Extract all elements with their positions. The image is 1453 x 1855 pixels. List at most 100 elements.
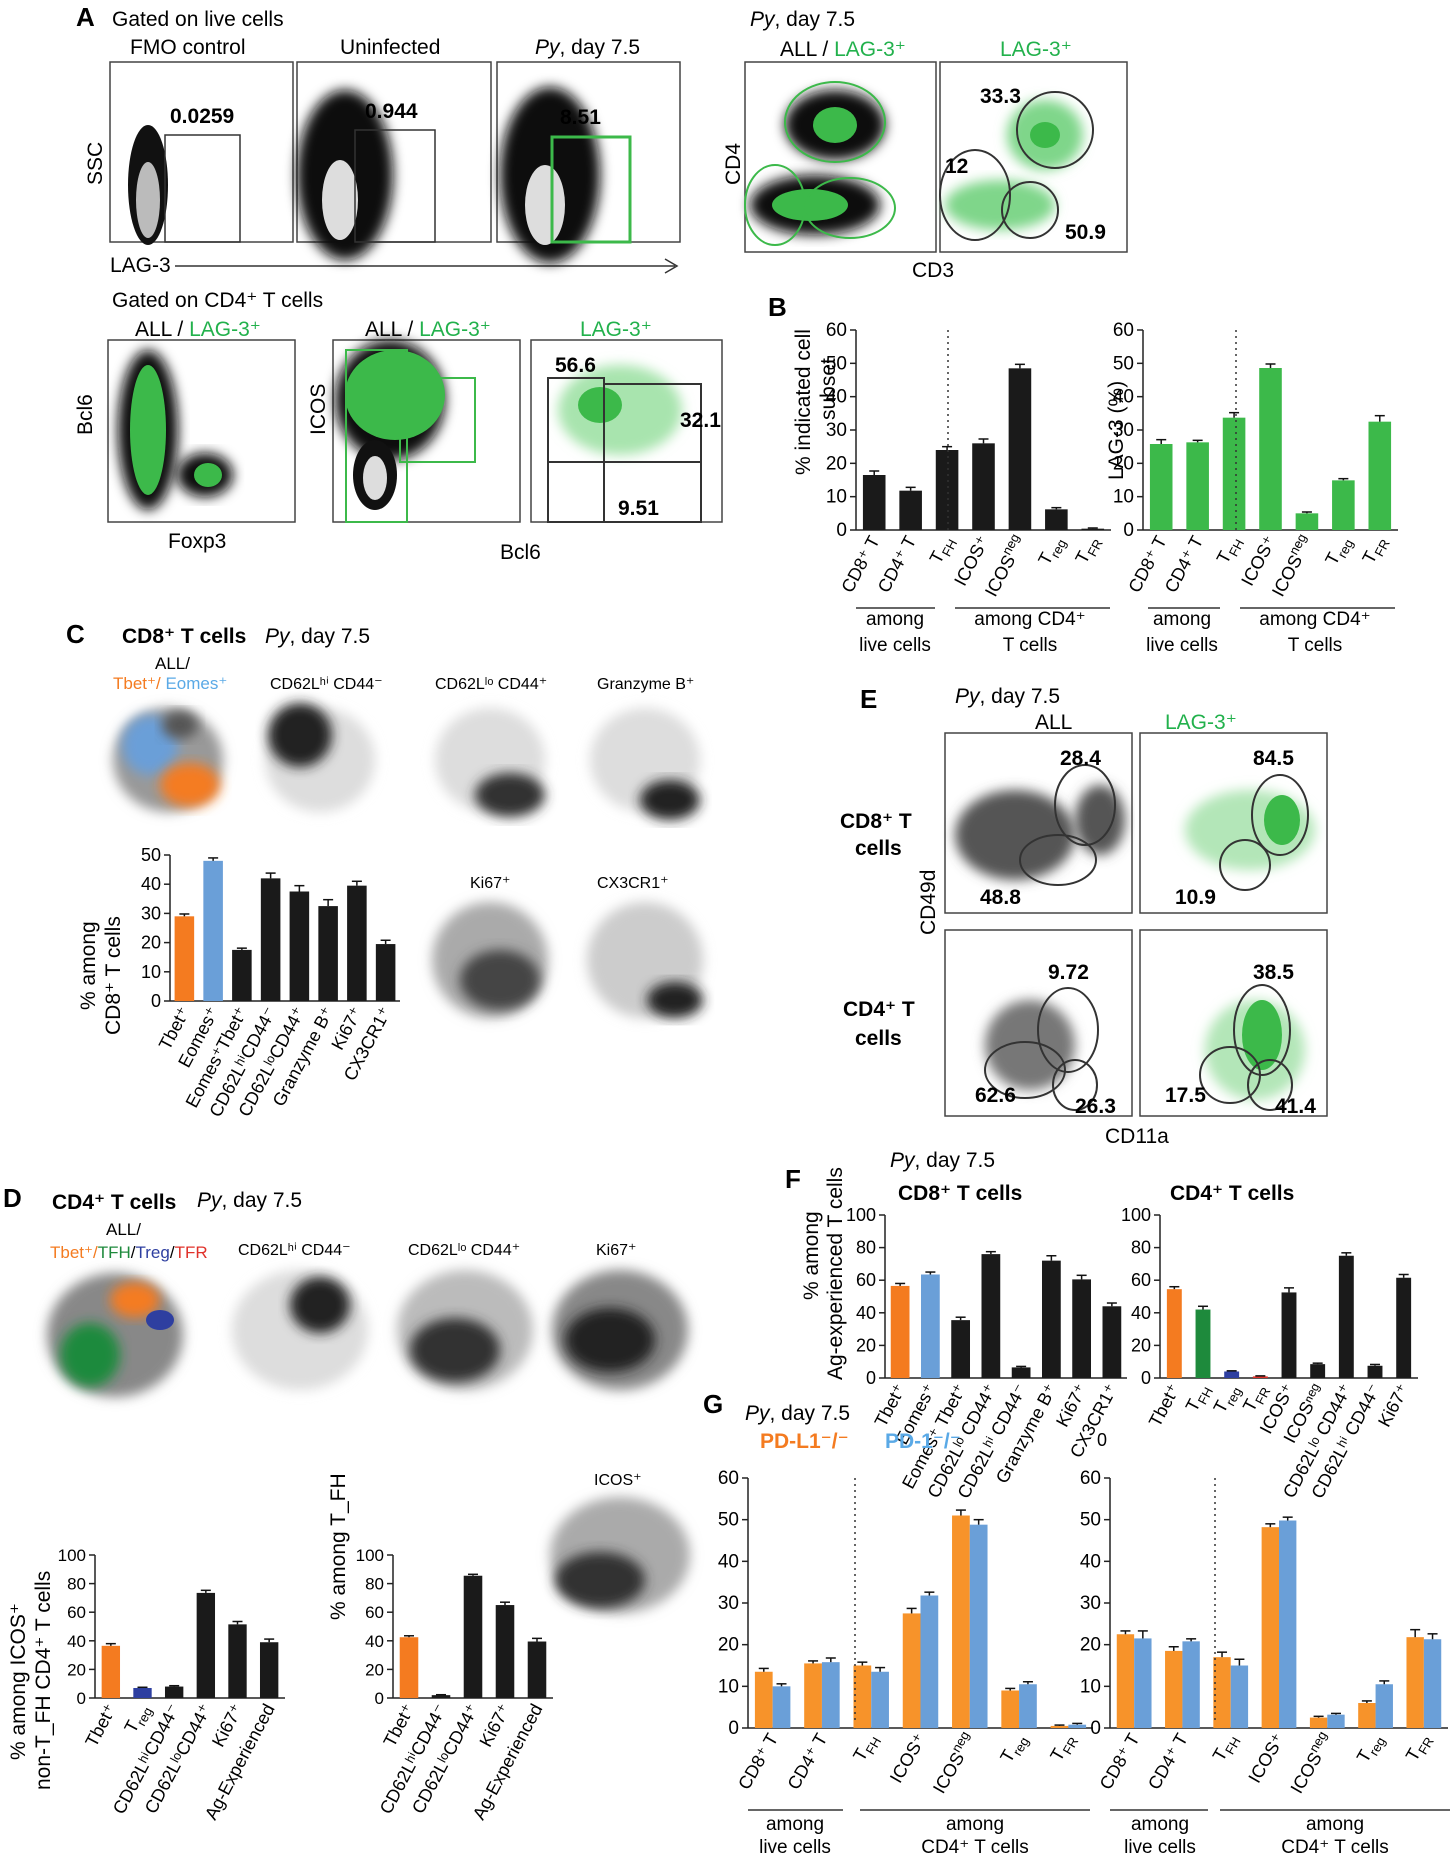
panel-letter-a: A — [76, 2, 95, 32]
g-right-bar — [1116, 1634, 1135, 1728]
c-ytick-label: 50 — [141, 845, 161, 865]
icos-value-1: 56.6 — [555, 354, 596, 377]
panel-d-ylabel1-l1: % among ICOS⁺ — [7, 1603, 30, 1760]
d-map-label-cd62lhi: CD62Lʰⁱ CD44⁻ — [238, 1242, 351, 1259]
panel-e-row2-l2: cells — [855, 1027, 902, 1050]
e-cd4-all-gate-3 — [1052, 1059, 1098, 1111]
chart-g-left: 0 10 20 30 40 50 60 CD8⁺ T CD4⁺ T TFH ICOS⁺ ICOSneg… — [718, 1468, 1093, 1797]
panel-b-right-ylabel: LAG-3 (%) — [1105, 381, 1128, 480]
uninfected-title: Uninfected — [340, 36, 440, 59]
panel-d-ylabel2: % among T_FH — [327, 1473, 350, 1620]
d-right-ytick-label: 40 — [365, 1632, 384, 1651]
cd4-axis-label: CD4 — [722, 143, 745, 185]
f-left-bar — [951, 1320, 971, 1378]
icos-value-3: 9.51 — [618, 497, 659, 520]
g-right-bar — [1182, 1641, 1200, 1728]
c-ytick-label: 0 — [151, 991, 161, 1011]
uninfected-gate — [354, 129, 436, 243]
b-right-bar — [1295, 513, 1319, 530]
f-left-ytick-label: 40 — [856, 1303, 876, 1323]
legend-pdl1: PD-L1⁻/⁻ — [760, 1430, 849, 1453]
g-right-category-label: ICOS⁺ — [1244, 1730, 1288, 1786]
g-right-category-label: ICOSneg — [1284, 1729, 1337, 1797]
g-group2-l2: CD4⁺ T cells — [921, 1837, 1029, 1855]
g-right-bar — [1358, 1703, 1376, 1728]
panel-c-ylabel-1: % among — [77, 921, 100, 1010]
b-group3-l1: among — [1153, 609, 1211, 630]
d-right-ytick-label: 80 — [365, 1575, 384, 1594]
g-left-bar — [920, 1595, 939, 1728]
d-map-label-cd62llo: CD62Lˡᵒ CD44⁺ — [408, 1242, 520, 1259]
b-right-category-label: TFR — [1358, 532, 1392, 568]
g-right-ytick-label: 0 — [1090, 1718, 1101, 1739]
bcl6-y-axis-label: Bcl6 — [74, 394, 97, 435]
g-left-bar — [754, 1671, 773, 1728]
fmo-title: FMO control — [130, 36, 246, 59]
gate-cd4-cells: Gated on CD4⁺ T cells — [112, 289, 323, 312]
d-right-bar — [527, 1641, 547, 1698]
panel-d: D CD4⁺ T cells Py, day 7.5 ALL/ Tbet⁺/TF… — [3, 1183, 690, 1823]
g-left-ytick-label: 50 — [718, 1510, 739, 1531]
e-cd8-all-density — [955, 790, 1075, 880]
b-left-bar — [899, 490, 922, 530]
py-day-title-cd3: Py, day 7.5 — [750, 8, 855, 31]
cd49d-axis-label: CD49d — [917, 870, 940, 935]
b-group2-l2: T cells — [1003, 635, 1058, 656]
d-left-bar — [101, 1645, 121, 1698]
panel-b-ylabel-line1: % indicated cell — [792, 329, 815, 475]
g-right-category-label: TFH — [1209, 1730, 1244, 1767]
b-right-bar — [1149, 444, 1173, 530]
b-left-ytick-label: 20 — [826, 453, 847, 474]
f-right-bar — [1310, 1364, 1326, 1378]
d-left-bar — [133, 1687, 152, 1698]
f-right-bar — [1166, 1289, 1182, 1378]
d-left-category-label: Tbet⁺ — [81, 1700, 120, 1750]
e-cd4-lag3-gate-1 — [1233, 984, 1291, 1076]
d-left-bar — [259, 1642, 279, 1698]
cd3-lag3-density-2 — [945, 180, 1055, 230]
cd3-value-3: 50.9 — [1065, 221, 1106, 244]
panel-a: A Gated on live cells FMO control Uninfe… — [74, 2, 1128, 564]
d-right-ytick-label: 100 — [356, 1546, 384, 1565]
g-right-ytick-label: 20 — [1080, 1635, 1101, 1656]
cd3-all-green-1 — [813, 107, 857, 143]
g-left-ytick-label: 60 — [718, 1468, 739, 1489]
tsne-map-c-ki67 — [432, 902, 548, 1018]
g-left-bar — [871, 1671, 889, 1728]
d-left-ytick-label: 100 — [58, 1546, 86, 1565]
f-left-ytick-label: 0 — [866, 1368, 876, 1388]
d-right-bar — [463, 1575, 483, 1698]
d-left-ytick-label: 80 — [67, 1575, 86, 1594]
panel-d-py: Py, day 7.5 — [197, 1189, 302, 1212]
tsne-map-d-ki67 — [552, 1270, 688, 1390]
panel-e-lag3: LAG-3⁺ — [1165, 711, 1237, 734]
e-value-84-5: 84.5 — [1253, 747, 1294, 770]
panel-c-title: CD8⁺ T cells — [122, 625, 246, 648]
panel-letter-d: D — [3, 1183, 22, 1213]
g-left-bar — [821, 1662, 840, 1728]
f-left-bar — [1072, 1279, 1092, 1378]
g-group4-l2: CD4⁺ T cells — [1281, 1837, 1389, 1855]
b-left-bar — [1045, 509, 1068, 530]
c-bar — [375, 944, 396, 1001]
d-left-ytick-label: 40 — [67, 1632, 86, 1651]
f-left-ytick-label: 80 — [856, 1238, 876, 1258]
g-left-category-label: TFH — [849, 1730, 884, 1767]
g-left-bar — [952, 1515, 970, 1728]
e-cd8-lag3-gate-1 — [1251, 774, 1309, 856]
f-left-bar — [1102, 1306, 1122, 1378]
g-left-bar — [1019, 1684, 1037, 1728]
g-right-ytick-label: 40 — [1080, 1551, 1101, 1572]
b-left-ytick-label: 0 — [836, 520, 847, 541]
b-left-category-label: TFH — [926, 532, 960, 568]
cd3-all-gate-3 — [804, 177, 896, 239]
f-right-ytick-label: 20 — [1131, 1335, 1151, 1355]
d-left-ytick-label: 0 — [77, 1689, 86, 1708]
cd3-value-1: 33.3 — [980, 85, 1021, 108]
f-right-bar — [1252, 1376, 1268, 1378]
d-right-bar — [399, 1637, 419, 1698]
cd3-lag3-gate-1 — [1016, 91, 1094, 169]
c-bar — [174, 916, 195, 1001]
